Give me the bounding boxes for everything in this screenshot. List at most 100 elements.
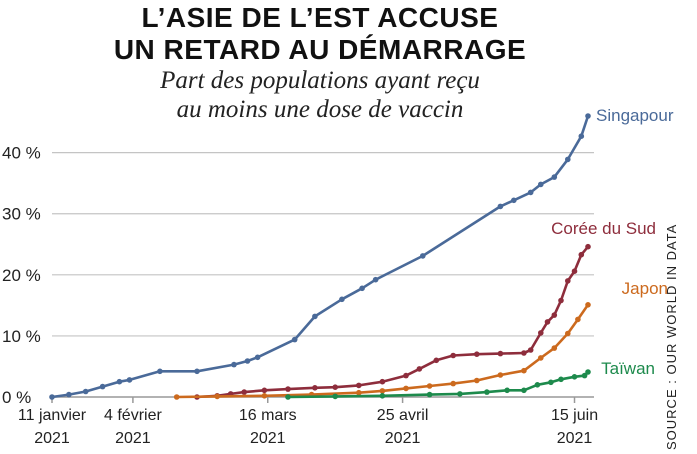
- x-tick-label-3: 25 avril: [377, 407, 429, 424]
- series-0-point-12: [312, 313, 318, 320]
- series-0-point-21: [551, 174, 558, 180]
- series-0-point-4: [116, 378, 123, 385]
- series-1-point-16: [521, 350, 527, 356]
- series-1-point-15: [497, 350, 504, 357]
- series-3-point-11: [571, 374, 578, 380]
- series-1-point-19: [544, 319, 551, 325]
- y-tick-label-1: 10 %: [2, 327, 41, 346]
- series-3-point-5: [484, 389, 490, 395]
- series-3-point-0: [285, 394, 291, 400]
- x-tick-year-3: 2021: [385, 430, 421, 447]
- series-1-point-17: [527, 347, 534, 353]
- series-label-3: Taïwan: [601, 359, 655, 378]
- series-2-point-16: [585, 302, 591, 308]
- y-tick-label-0: 0 %: [2, 388, 31, 407]
- series-3-point-12: [581, 372, 588, 379]
- y-tick-label-2: 20 %: [2, 266, 41, 285]
- series-1-point-8: [356, 382, 362, 389]
- series-3-point-4: [457, 391, 463, 397]
- x-tick-label-2: 16 mars: [239, 407, 297, 424]
- series-0-point-20: [538, 181, 544, 188]
- series-2-point-5: [379, 388, 386, 394]
- series-label-0: Singapour: [596, 106, 674, 125]
- x-tick-label-1: 4 février: [104, 407, 162, 424]
- series-2-point-6: [403, 385, 409, 392]
- chart-title-line-2: UN RETARD AU DÉMARRAGE: [113, 34, 527, 65]
- series-1-point-10: [403, 372, 409, 379]
- series-0-point-17: [497, 203, 504, 210]
- series-0-point-18: [511, 197, 517, 204]
- series-2-point-4: [356, 389, 362, 396]
- series-1-point-23: [571, 268, 578, 275]
- series-0-point-3: [99, 383, 106, 390]
- series-2-point-9: [474, 377, 480, 384]
- series-0-point-6: [157, 368, 163, 375]
- series-0-point-10: [254, 354, 261, 361]
- series-0-point-14: [359, 285, 365, 292]
- series-3-point-7: [521, 387, 527, 394]
- series-1-point-20: [551, 312, 558, 318]
- series-1-point-13: [450, 352, 457, 359]
- series-2-point-10: [497, 372, 504, 378]
- series-0-point-2: [82, 388, 89, 395]
- series-label-1: Corée du Sud: [551, 219, 656, 238]
- series-1-point-22: [565, 278, 571, 284]
- x-tick-label-4: 15 juin: [551, 407, 598, 424]
- series-1-point-12: [433, 357, 440, 364]
- series-1-point-9: [379, 378, 386, 385]
- series-0-point-22: [565, 156, 571, 163]
- series-0-point-1: [66, 391, 72, 398]
- x-tick-year-0: 2021: [34, 430, 70, 447]
- series-1-point-24: [578, 251, 585, 258]
- series-3-point-9: [548, 379, 554, 386]
- series-0-point-0: [49, 394, 55, 400]
- series-1-point-3: [241, 389, 247, 395]
- series-0-point-11: [291, 336, 298, 343]
- series-0-point-9: [244, 358, 251, 364]
- series-3-point-8: [534, 382, 541, 388]
- series-1-point-25: [585, 243, 591, 250]
- series-1-point-14: [474, 351, 480, 358]
- series-3-point-2: [379, 393, 386, 399]
- chart-subtitle-line-2: au moins une dose de vaccin: [176, 96, 464, 123]
- series-2-point-13: [551, 345, 558, 351]
- series-2-point-7: [426, 383, 433, 389]
- chart-title-line-1: L’ASIE DE L’EST ACCUSE: [141, 2, 499, 33]
- series-0-point-13: [339, 296, 345, 303]
- series-1-point-11: [416, 366, 423, 372]
- series-2-point-1: [214, 393, 220, 400]
- x-tick-year-1: 2021: [115, 430, 151, 447]
- series-3-point-3: [426, 391, 433, 398]
- series-0-point-5: [126, 377, 133, 383]
- series-1-point-21: [558, 297, 564, 304]
- series-3-point-1: [332, 393, 339, 400]
- series-0-point-19: [527, 189, 534, 196]
- series-0-point-15: [372, 276, 379, 283]
- chart-subtitle: Part des populations ayant reçu au moins…: [0, 66, 640, 124]
- series-3-point-13: [585, 369, 591, 375]
- series-2-point-12: [538, 355, 544, 361]
- series-1-point-4: [261, 387, 268, 394]
- series-line-0: [50, 114, 590, 399]
- x-tick-label-0: 11 janvier: [18, 407, 87, 424]
- series-2-point-0: [173, 394, 180, 400]
- x-tick-year-2: 2021: [250, 430, 286, 447]
- series-1-point-6: [312, 385, 318, 391]
- chart-subtitle-line-1: Part des populations ayant reçu: [160, 67, 480, 94]
- series-2-point-2: [261, 393, 268, 399]
- series-0-point-16: [420, 253, 426, 259]
- x-tick-year-4: 2021: [557, 430, 593, 447]
- series-line-1: [195, 245, 590, 399]
- series-2-point-15: [575, 316, 581, 323]
- series-3-point-6: [504, 387, 510, 394]
- series-1-point-7: [332, 384, 339, 391]
- series-1-point-18: [538, 330, 544, 336]
- y-tick-label-4: 40 %: [2, 144, 41, 163]
- series-1-point-5: [285, 386, 291, 392]
- series-0-point-23: [578, 133, 585, 139]
- series-3-point-10: [558, 376, 564, 383]
- series-2-point-11: [521, 367, 527, 374]
- series-0-point-8: [231, 361, 237, 368]
- series-2-point-8: [450, 380, 457, 387]
- series-0-point-24: [585, 113, 591, 119]
